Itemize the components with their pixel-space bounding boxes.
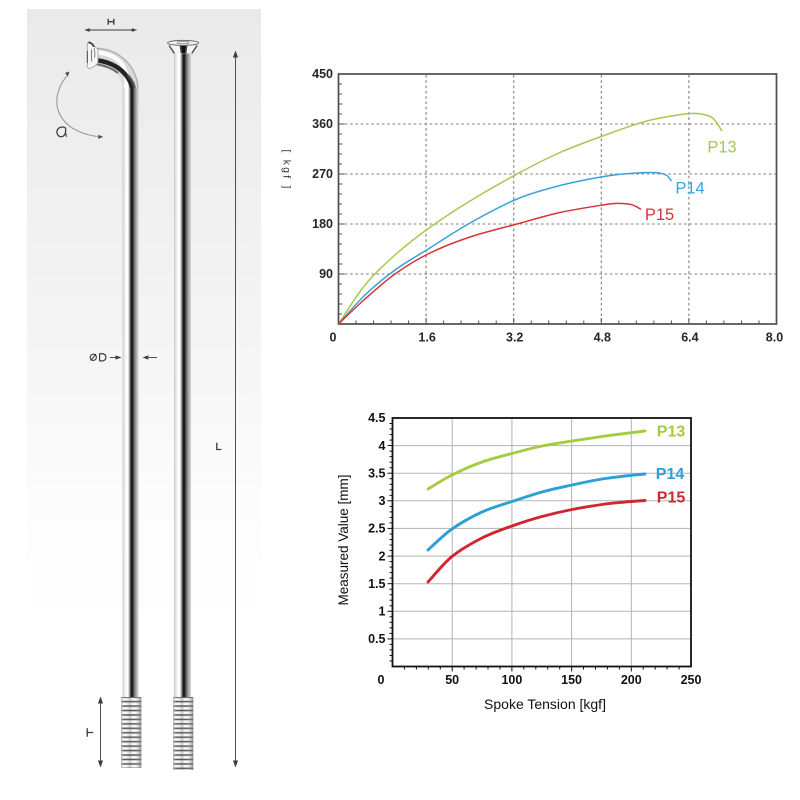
svg-text:6.4: 6.4: [681, 331, 698, 345]
svg-text:8.0: 8.0: [766, 331, 783, 345]
svg-text:[ kgf ]: [ kgf ]: [281, 150, 293, 191]
svg-text:270: 270: [312, 167, 333, 181]
svg-text:1.5: 1.5: [368, 577, 385, 591]
svg-text:2: 2: [379, 549, 386, 563]
svg-text:0: 0: [378, 673, 385, 687]
svg-text:Measured Value [mm]: Measured Value [mm]: [336, 474, 351, 605]
svg-text:P14: P14: [675, 180, 704, 198]
svg-text:50: 50: [445, 673, 459, 687]
svg-text:250: 250: [681, 673, 702, 687]
svg-text:P15: P15: [657, 490, 686, 507]
svg-text:1.6: 1.6: [418, 331, 435, 345]
svg-text:3.2: 3.2: [506, 331, 523, 345]
svg-text:Spoke Tension [kgf]: Spoke Tension [kgf]: [484, 696, 606, 712]
svg-text:1: 1: [379, 605, 386, 619]
svg-text:P13: P13: [707, 139, 736, 157]
svg-text:4.8: 4.8: [594, 331, 611, 345]
svg-text:3.5: 3.5: [368, 466, 385, 480]
svg-text:180: 180: [312, 217, 333, 231]
svg-text:P15: P15: [645, 206, 674, 224]
svg-text:3: 3: [379, 494, 386, 508]
svg-text:P14: P14: [656, 466, 685, 483]
svg-text:200: 200: [621, 673, 642, 687]
svg-text:0: 0: [330, 331, 337, 345]
svg-text:360: 360: [312, 117, 333, 131]
svg-text:0.5: 0.5: [368, 632, 385, 646]
svg-text:4: 4: [379, 439, 386, 453]
svg-text:100: 100: [501, 673, 522, 687]
svg-text:90: 90: [319, 267, 333, 281]
svg-text:450: 450: [312, 67, 333, 81]
svg-text:150: 150: [561, 673, 582, 687]
svg-text:P13: P13: [657, 424, 686, 441]
svg-text:4.5: 4.5: [368, 411, 385, 425]
svg-text:2.5: 2.5: [368, 522, 385, 536]
